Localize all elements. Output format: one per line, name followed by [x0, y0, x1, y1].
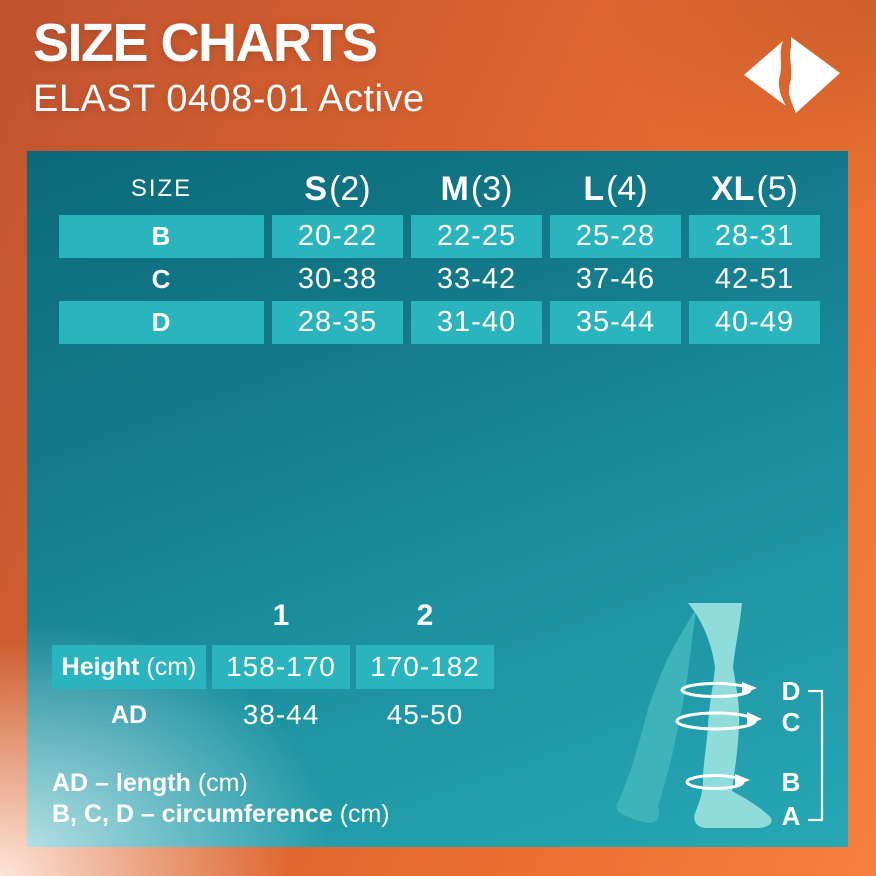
- measure-label-c: C: [782, 707, 801, 737]
- table-cell: 38-44: [242, 699, 320, 730]
- size-letter: S: [304, 169, 328, 208]
- column-header-s: S (2): [272, 163, 403, 215]
- legend-term: AD: [52, 769, 89, 797]
- legend-line-bcd: B, C, D – circumference (cm): [52, 799, 390, 830]
- size-class: (2): [329, 169, 371, 208]
- height-unit: (cm): [139, 652, 197, 681]
- page-subtitle: ELAST 0408-01 Active: [33, 78, 425, 120]
- legend-unit: (cm): [332, 800, 390, 828]
- measure-label-b: B: [782, 767, 801, 797]
- measure-label-a: A: [782, 801, 801, 831]
- size-class: (3): [470, 169, 513, 208]
- table-cell: 25-28: [550, 215, 681, 258]
- diamond-flame-logo-icon: [744, 37, 840, 113]
- table-cell: 35-44: [550, 301, 681, 344]
- size-letter: M: [440, 169, 469, 208]
- range-bracket-icon: [808, 689, 824, 822]
- table-cell: 33-42: [436, 263, 517, 295]
- legend-dash: –: [88, 769, 116, 797]
- front-leg-silhouette-icon: [688, 603, 772, 828]
- legend-line-ad: AD – length (cm): [52, 768, 390, 799]
- table-cell: 20-22: [272, 215, 403, 258]
- row-label-height: Height (cm): [52, 645, 206, 689]
- table-cell: 22-25: [411, 215, 542, 258]
- size-table-corner-label: SIZE: [130, 175, 193, 202]
- row-label-ad: AD: [52, 693, 206, 737]
- size-letter: L: [583, 169, 605, 208]
- page-title: SIZE CHARTS: [33, 13, 378, 73]
- height-label: Height: [61, 652, 140, 681]
- back-leg-silhouette-icon: [616, 607, 697, 823]
- size-table: SIZE S (2) M (3) L (4) XL (5) B 20-22 22-25 …: [59, 163, 820, 344]
- size-class: (5): [756, 169, 798, 208]
- legend-definition: circumference: [161, 800, 333, 828]
- table-cell: 28-31: [689, 215, 820, 258]
- arrowhead-icon: [747, 712, 762, 725]
- table-cell: 28-35: [272, 301, 403, 344]
- height-table-corner: [52, 591, 206, 641]
- legend-definition: length: [115, 769, 191, 797]
- table-cell: 37-46: [575, 263, 656, 295]
- row-label-d: D: [59, 301, 264, 344]
- legend: AD – length (cm) B, C, D – circumference…: [52, 768, 390, 830]
- legend-unit: (cm): [190, 769, 248, 797]
- size-class: (4): [606, 169, 648, 208]
- legend-dash: –: [133, 800, 162, 828]
- table-cell: 170-182: [356, 645, 494, 689]
- size-letter: XL: [710, 169, 755, 208]
- measure-label-d: D: [782, 676, 801, 706]
- arrowhead-icon: [735, 774, 750, 786]
- arrowhead-icon: [742, 682, 757, 694]
- ad-label: AD: [110, 700, 148, 729]
- column-header-xl: XL (5): [689, 163, 820, 215]
- column-header-m: M (3): [411, 163, 542, 215]
- table-cell: 31-40: [411, 301, 542, 344]
- table-cell: 158-170: [212, 645, 350, 689]
- legend-term: B, C, D: [52, 800, 134, 828]
- height-table: 1 2 Height (cm) 158-170 170-182 AD 38-44…: [52, 591, 494, 737]
- table-cell: 30-38: [297, 263, 378, 295]
- column-header-l: L (4): [550, 163, 681, 215]
- row-label-b: B: [59, 215, 264, 258]
- chart-panel: SIZE S (2) M (3) L (4) XL (5) B 20-22 22-25 …: [27, 151, 848, 847]
- column-header-1: 1: [272, 599, 290, 632]
- table-cell: 45-50: [386, 699, 464, 730]
- table-cell: 42-51: [714, 263, 795, 295]
- table-cell: 40-49: [689, 301, 820, 344]
- column-header-2: 2: [416, 599, 434, 632]
- leg-measurement-diagram: D C B A: [616, 603, 824, 831]
- row-label-c: C: [151, 264, 172, 294]
